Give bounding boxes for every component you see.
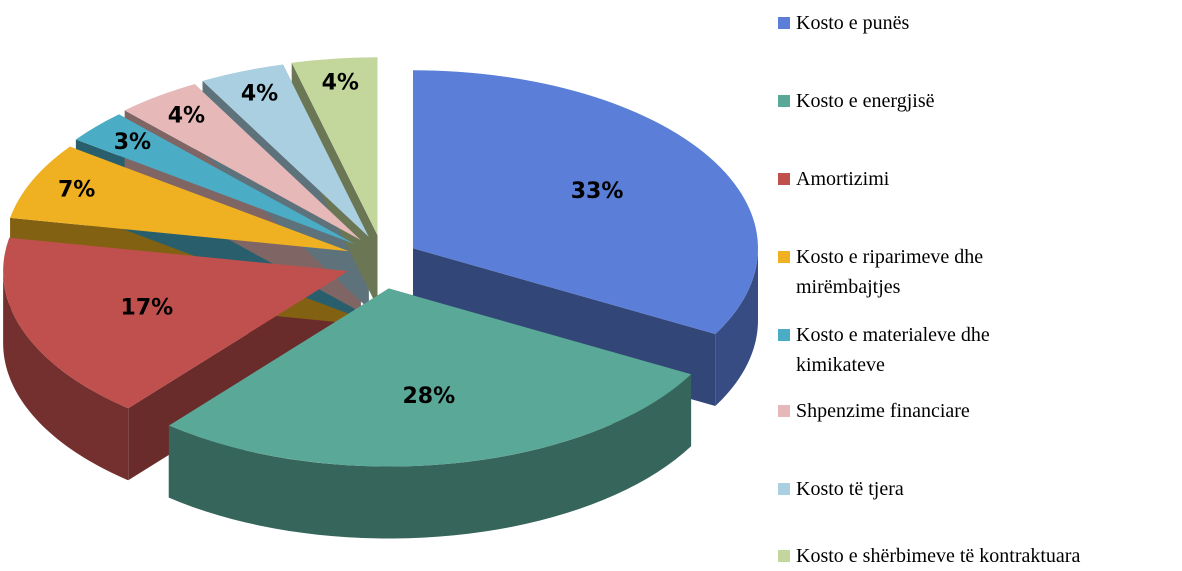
slice <box>202 64 369 237</box>
data-label: 4% <box>322 70 359 95</box>
chart: 33% 28% 17% 7% 3% 4% 4% 4% <box>3 57 758 539</box>
legend-entry: Kosto e energjisë <box>778 86 1182 116</box>
legend-swatch <box>778 95 790 107</box>
outer-wall <box>3 271 129 481</box>
legend-swatch <box>778 17 790 29</box>
outer-wall <box>168 374 692 539</box>
slice <box>412 70 758 335</box>
legend-entry: Kosto e riparimeve dhe mirëmbajtjes <box>778 242 1056 302</box>
data-label: 4% <box>241 82 278 107</box>
legend-swatch <box>778 329 790 341</box>
legend-swatch <box>778 251 790 263</box>
legend-label: Kosto e energjisë <box>796 90 935 112</box>
slice <box>10 146 349 252</box>
legend-swatch <box>778 405 790 417</box>
legend-label: Kosto të tjera <box>796 478 904 500</box>
data-label: 17% <box>121 296 174 321</box>
legend-label: Amortizimi <box>796 168 890 190</box>
slice <box>3 237 349 409</box>
data-label: 33% <box>571 179 624 204</box>
outer-walls <box>3 248 758 539</box>
legend-entry: Kosto e punës <box>778 8 1182 38</box>
legend-label: Kosto e punës <box>796 12 910 34</box>
data-label: 7% <box>58 177 95 202</box>
data-label: 28% <box>402 384 455 409</box>
slice <box>168 288 692 467</box>
legend-label: Kosto e materialeve dhe kimikateve <box>796 324 990 376</box>
legend-swatch <box>778 483 790 495</box>
legend-label: Shpenzime financiare <box>796 400 970 422</box>
legend-entry: Shpenzime financiare <box>778 396 1182 426</box>
data-label: 3% <box>114 130 151 155</box>
slice <box>291 57 378 236</box>
data-label: 4% <box>168 103 205 128</box>
legend-entry: Kosto e shërbimeve të kontraktuara <box>778 541 1182 571</box>
legend-swatch <box>778 173 790 185</box>
tops <box>3 57 758 467</box>
legend-entry: Kosto e materialeve dhe kimikateve <box>778 320 1056 380</box>
legend-label: Kosto e riparimeve dhe mirëmbajtjes <box>796 246 984 298</box>
legend-label: Kosto e shërbimeve të kontraktuara <box>796 545 1081 567</box>
slice <box>75 114 355 245</box>
outer-wall <box>715 248 758 407</box>
labels: 33% 28% 17% 7% 3% 4% 4% 4% <box>58 70 623 409</box>
legend-swatch <box>778 550 790 562</box>
legend-entry: Kosto të tjera <box>778 474 1182 504</box>
slice <box>124 84 361 241</box>
legend-entry: Amortizimi <box>778 164 1182 194</box>
